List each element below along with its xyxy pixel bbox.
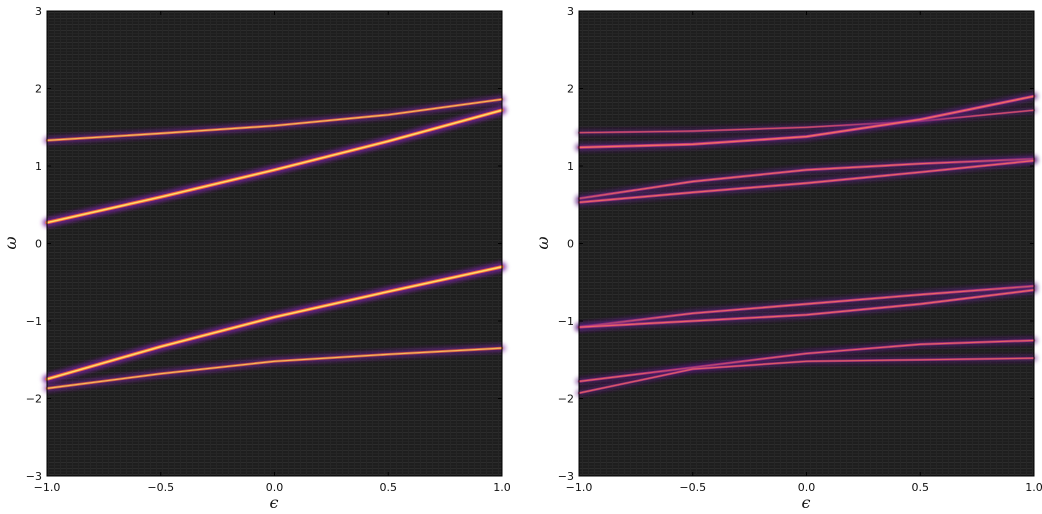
left-series-3 bbox=[42, 262, 507, 384]
right-y-tick-label: −1 bbox=[558, 315, 574, 328]
left-x-tick-label: −0.5 bbox=[147, 481, 174, 494]
left-series-2-core bbox=[46, 109, 503, 224]
left-y-tick-label: 1 bbox=[35, 160, 42, 173]
left-series-1-core bbox=[46, 98, 503, 141]
right-series-5-core bbox=[578, 285, 1035, 328]
right-y-tick-label: 3 bbox=[567, 5, 574, 18]
left-x-tick-label: −1.0 bbox=[34, 481, 61, 494]
left-panel: −1.0 −0.5 0.0 0.5 1.0 −3 −2 −1 0 1 2 3 ϵ ω bbox=[1, 5, 511, 512]
right-y-tick-label: 0 bbox=[567, 238, 574, 251]
right-series-7 bbox=[575, 336, 1038, 385]
left-x-tick-label: 0.5 bbox=[380, 481, 398, 494]
left-x-tick-label: 0.0 bbox=[266, 481, 284, 494]
right-series-layer bbox=[575, 92, 1038, 397]
right-x-ticks: −1.0 −0.5 0.0 0.5 1.0 bbox=[566, 11, 1042, 494]
left-y-tick-label: 3 bbox=[35, 5, 42, 18]
right-y-ticks: −3 −2 −1 0 1 2 3 bbox=[558, 5, 1034, 483]
right-x-tick-label: −0.5 bbox=[679, 481, 706, 494]
right-x-tick-label: 0.5 bbox=[912, 481, 930, 494]
left-y-tick-label: −2 bbox=[26, 393, 42, 406]
left-series-2 bbox=[42, 105, 507, 228]
right-series-6-core bbox=[578, 289, 1035, 328]
left-x-tick-label: 1.0 bbox=[493, 481, 511, 494]
left-y-tick-label: −3 bbox=[26, 470, 42, 483]
left-y-tick-label: 0 bbox=[35, 238, 42, 251]
right-series-8 bbox=[575, 354, 1038, 397]
left-y-axis-label: ω bbox=[1, 236, 20, 249]
left-series-layer bbox=[42, 95, 507, 393]
right-series-4 bbox=[575, 156, 1038, 207]
right-plot-area bbox=[579, 11, 1034, 476]
right-panel: −1.0 −0.5 0.0 0.5 1.0 −3 −2 −1 0 1 2 3 ϵ ω bbox=[533, 5, 1042, 512]
right-series-8-core bbox=[578, 357, 1035, 394]
right-y-tick-label: −3 bbox=[558, 470, 574, 483]
right-series-3-core bbox=[578, 158, 1035, 200]
left-y-ticks: −3 −2 −1 0 1 2 3 bbox=[26, 5, 502, 483]
right-x-tick-label: −1.0 bbox=[566, 481, 593, 494]
left-series-4-core bbox=[46, 347, 503, 389]
right-y-axis-label: ω bbox=[533, 236, 552, 249]
right-y-tick-label: 2 bbox=[567, 83, 574, 96]
right-series-1 bbox=[575, 107, 1038, 136]
left-x-axis-label: ϵ bbox=[270, 493, 279, 512]
right-series-3 bbox=[575, 155, 1038, 203]
right-x-tick-label: 0.0 bbox=[798, 481, 816, 494]
left-plot-area bbox=[47, 11, 502, 476]
right-x-axis-label: ϵ bbox=[802, 493, 811, 512]
right-x-tick-label: 1.0 bbox=[1025, 481, 1042, 494]
left-y-tick-label: −1 bbox=[26, 315, 42, 328]
right-y-tick-label: −2 bbox=[558, 393, 574, 406]
left-series-1 bbox=[43, 95, 506, 145]
left-x-ticks: −1.0 −0.5 0.0 0.5 1.0 bbox=[34, 11, 511, 494]
right-series-6 bbox=[575, 286, 1038, 331]
right-series-5 bbox=[575, 282, 1038, 331]
right-series-2-core bbox=[578, 95, 1035, 149]
left-y-tick-label: 2 bbox=[35, 83, 42, 96]
right-series-4-core bbox=[578, 160, 1035, 203]
right-series-1-core bbox=[578, 109, 1035, 134]
right-y-tick-label: 1 bbox=[567, 160, 574, 173]
right-series-7-core bbox=[578, 339, 1035, 382]
left-series-3-core bbox=[46, 266, 503, 380]
right-series-2 bbox=[575, 92, 1038, 152]
left-series-4 bbox=[43, 344, 506, 393]
